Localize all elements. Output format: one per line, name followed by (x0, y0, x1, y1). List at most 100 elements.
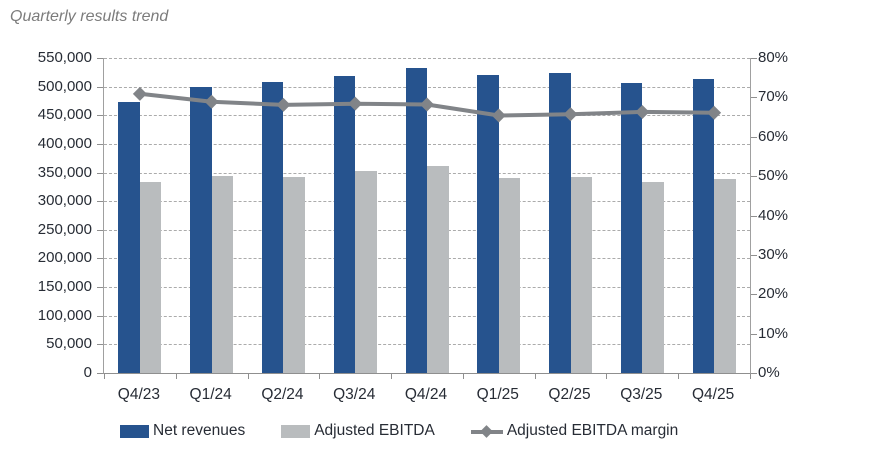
chart-title: Quarterly results trend (10, 8, 169, 25)
plot-area (97, 58, 757, 379)
right-axis-label: 0% (758, 364, 780, 381)
legend-label-net-revenues: Net revenues (153, 422, 246, 439)
left-axis-tick (97, 143, 103, 145)
gridline (104, 115, 750, 117)
legend-item-adjusted-ebitda-margin: Adjusted EBITDA margin (470, 422, 679, 440)
legend-label-adjusted-ebitda-margin: Adjusted EBITDA margin (506, 422, 679, 439)
x-axis-label-q4-25: Q4/25 (691, 386, 735, 403)
left-axis-label: 100,000 (37, 306, 92, 324)
bar-adjusted-ebitda-q3-25 (642, 181, 664, 373)
bar-net-revenues-q3-24 (333, 75, 356, 373)
gridline (104, 86, 750, 88)
bar-net-revenues-q2-25 (549, 72, 571, 373)
right-axis-tick (751, 373, 757, 374)
diamond-marker-q1-25 (491, 108, 506, 123)
bar-net-revenues-q1-25 (477, 74, 499, 373)
right-axis-label: 40% (758, 206, 789, 224)
right-axis-tick (751, 58, 757, 59)
bar-adjusted-ebitda-q1-24 (211, 175, 234, 373)
bar-adjusted-ebitda-q2-24 (283, 177, 305, 373)
left-axis-tick (97, 373, 103, 374)
left-axis-label: 350,000 (37, 163, 92, 181)
x-axis-tick (247, 374, 249, 379)
x-axis-label-q3-25: Q3/25 (620, 386, 663, 403)
gridline (104, 143, 750, 145)
right-axis-label: 20% (758, 285, 789, 303)
bar-adjusted-ebitda-q2-25 (570, 177, 593, 373)
diamond-marker-q4-24 (420, 97, 434, 112)
left-axis-tick (97, 344, 103, 346)
left-axis-label: 50,000 (46, 335, 92, 353)
bar-adjusted-ebitda-q4-23 (139, 181, 162, 373)
legend-item-net-revenues: Net revenues (120, 422, 245, 440)
x-axis-tick (750, 374, 751, 379)
left-axis-tick (97, 201, 103, 203)
x-axis-tick (534, 374, 536, 379)
x-axis-tick (319, 374, 321, 379)
left-axis-tick (97, 258, 103, 260)
right-axis-tick (751, 254, 757, 256)
left-axis-label: 200,000 (37, 249, 92, 267)
right-axis-label: 70% (758, 88, 789, 106)
diamond-marker-q3-24 (348, 96, 363, 111)
left-axis-label: 300,000 (37, 192, 92, 210)
net-revenues-swatch (120, 424, 149, 438)
right-axis-tick (751, 176, 757, 178)
x-axis-tick (606, 374, 608, 379)
left-axis-tick (97, 58, 103, 59)
x-axis-label-q3-24: Q3/24 (333, 386, 376, 403)
right-axis-tick (751, 294, 757, 296)
left-axis-label: 550,000 (37, 49, 92, 66)
x-axis-label-q1-25: Q1/25 (476, 386, 519, 403)
gridline (104, 58, 750, 59)
right-axis-tick (751, 333, 757, 335)
diamond-marker-q2-25 (563, 107, 578, 122)
x-axis-tick (391, 374, 393, 379)
left-axis-label: 0 (83, 364, 92, 381)
x-axis-labels: Q4/23 Q1/24 Q2/24 Q3/24 Q4/24 Q1/25 Q2/25 Q3/25… (103, 386, 749, 406)
right-axis-tick (751, 136, 757, 138)
diamond-marker-q2-24 (276, 97, 291, 112)
adjusted-ebitda-swatch (281, 424, 311, 438)
x-axis-label-q4-23: Q4/23 (117, 386, 160, 403)
left-axis-tick (97, 287, 103, 289)
left-axis-label: 450,000 (37, 106, 92, 124)
right-axis-label: 30% (758, 245, 789, 263)
right-axis-label: 10% (758, 324, 789, 342)
chart-legend: Net revenues Adjusted EBITDA Adjusted EB… (120, 422, 678, 440)
right-axis-label: 60% (758, 127, 789, 145)
x-axis-tick (175, 374, 177, 379)
diamond-marker-q4-23 (132, 86, 147, 101)
adjusted-ebitda-margin-swatch (470, 424, 503, 438)
left-axis-label: 400,000 (37, 134, 92, 152)
diamond-marker-q1-24 (204, 94, 219, 109)
margin-line-layer (132, 86, 722, 123)
bar-adjusted-ebitda-q4-24 (427, 165, 449, 373)
diamond-marker-q3-25 (635, 104, 650, 119)
x-axis-label-q4-24: Q4/24 (404, 386, 448, 403)
x-axis-label-q2-25: Q2/25 (548, 386, 591, 403)
right-axis-label: 50% (758, 167, 789, 185)
x-axis-label-q1-24: Q1/24 (189, 386, 232, 403)
right-axis-label: 80% (758, 49, 789, 66)
legend-item-adjusted-ebitda: Adjusted EBITDA (281, 422, 435, 440)
diamond-marker-q4-25 (707, 105, 722, 120)
bar-net-revenues-q4-23 (118, 101, 140, 373)
left-axis-tick (97, 172, 103, 174)
left-axis-tick (97, 315, 103, 317)
right-axis-labels: 80% 70% 60% 50% 40% 30% 20% 10% 0% (758, 49, 818, 381)
x-axis-tick (104, 374, 105, 379)
bar-net-revenues-q1-24 (190, 86, 212, 373)
bar-net-revenues-q4-24 (405, 68, 427, 373)
x-axis-tick (462, 374, 464, 379)
left-axis-label: 150,000 (37, 278, 92, 296)
x-axis-tick (678, 374, 680, 379)
right-axis-tick (751, 215, 757, 217)
bar-net-revenues-q2-24 (261, 82, 284, 373)
x-axis-label-q2-24: Q2/24 (261, 386, 304, 403)
left-axis-labels: 550,000 500,000 450,000 400,000 350,000 300,0… (0, 49, 92, 381)
diamond-marker-icon (479, 424, 493, 438)
bar-adjusted-ebitda-q1-25 (498, 178, 521, 373)
right-axis-tick (751, 97, 757, 99)
